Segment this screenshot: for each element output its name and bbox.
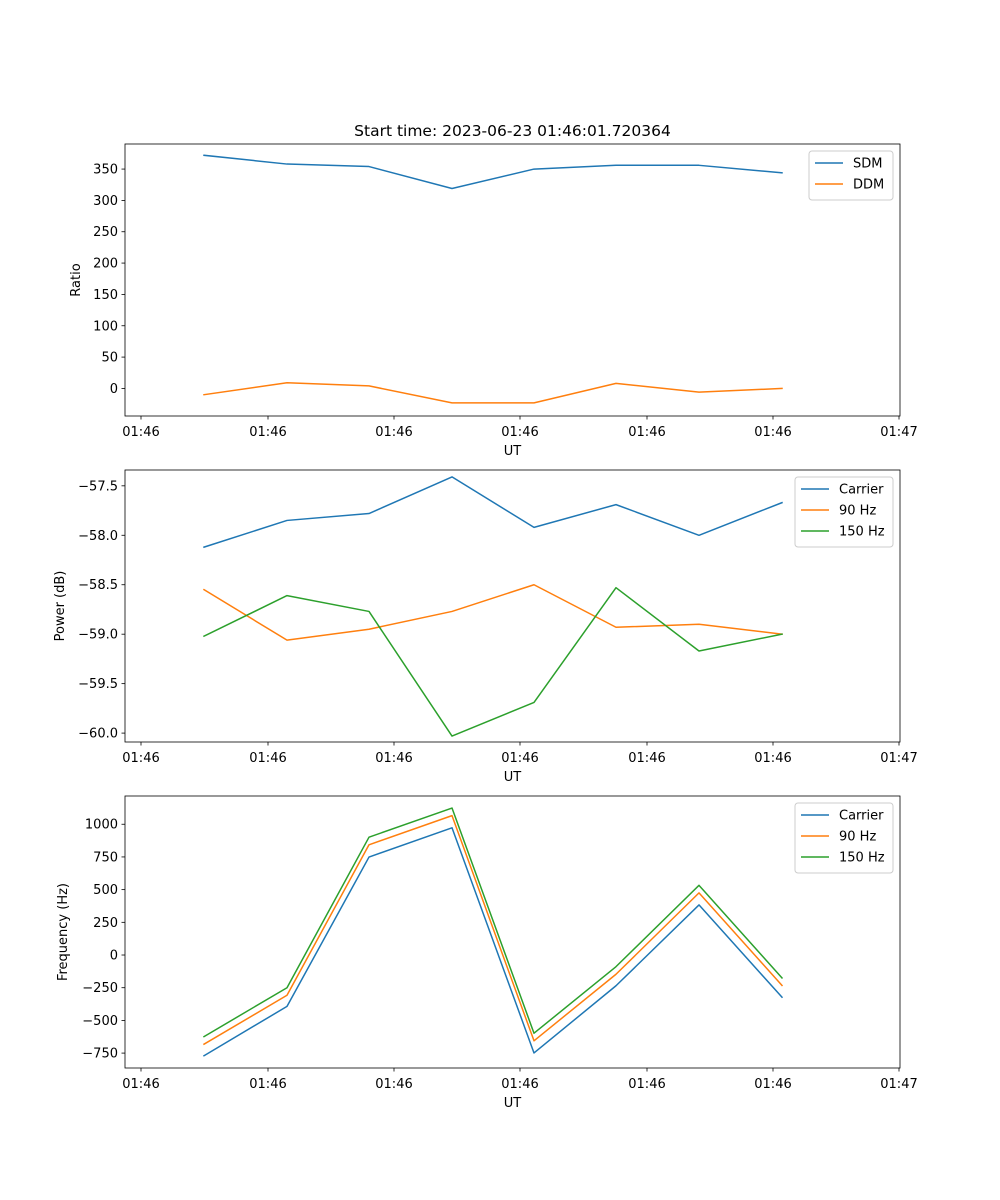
y-tick-label: 350 (93, 163, 118, 178)
x-axis-label: UT (504, 444, 522, 459)
plot-power: 01:46 01:46 01:46 01:46 01:46 01:46 01:47 −60.0… (53, 469, 918, 785)
x-tick-label: 01:46 (249, 1077, 286, 1092)
plot-frequency: 01:46 01:46 01:46 01:46 01:46 01:46 01:47 −750 −… (56, 795, 918, 1111)
legend-label: 150 Hz (839, 851, 885, 866)
y-tick-label: 150 (93, 288, 118, 303)
plot-ratio: 01:46 01:46 01:46 01:46 01:46 01:46 01:47 0 50 10… (69, 143, 918, 459)
legend-label: Carrier (839, 483, 884, 498)
x-tick-label: 01:46 (501, 751, 538, 766)
legend: Carrier 90 Hz 150 Hz (794, 802, 894, 874)
x-tick-label: 01:47 (880, 751, 917, 766)
y-tick-label: −250 (82, 981, 118, 996)
series-line-frequency-0 (202, 827, 784, 1057)
x-tick-label: 01:46 (754, 425, 791, 440)
y-tick-label: 100 (93, 319, 118, 334)
legend-label: SDM (853, 157, 882, 172)
series-line-power-1 (202, 583, 783, 641)
y-tick-label: 500 (93, 883, 118, 898)
series-line-ratio-0 (203, 154, 783, 190)
x-tick-label: 01:46 (375, 1077, 412, 1092)
x-tick-label: 01:46 (501, 425, 538, 440)
y-tick-label: 300 (93, 194, 118, 209)
x-tick-label: 01:46 (249, 751, 286, 766)
y-tick-label: −59.0 (78, 628, 118, 643)
y-axis-label: Power (dB) (53, 571, 68, 642)
x-tick-label: 01:46 (375, 425, 412, 440)
y-tick-label: 0 (110, 382, 118, 397)
y-tick-label: 250 (93, 225, 118, 240)
axes-frame (124, 469, 901, 743)
x-tick-label: 01:46 (754, 751, 791, 766)
x-tick-label: 01:46 (628, 1077, 665, 1092)
y-tick-label: −57.5 (78, 479, 118, 494)
y-tick-label: 50 (101, 351, 118, 366)
x-tick-label: 01:47 (880, 1077, 917, 1092)
legend-box (794, 802, 894, 874)
x-tick-label: 01:46 (501, 1077, 538, 1092)
chart-title: Start time: 2023-06-23 01:46:01.720364 (354, 122, 671, 140)
y-tick-label: −59.5 (78, 677, 118, 692)
y-tick-label: 750 (93, 850, 118, 865)
x-axis-label: UT (504, 770, 522, 785)
legend-label: 90 Hz (839, 830, 876, 845)
x-tick-label: 01:46 (375, 751, 412, 766)
y-tick-label: 200 (93, 257, 118, 272)
x-tick-label: 01:46 (628, 425, 665, 440)
y-tick-label: −500 (82, 1014, 118, 1029)
y-tick-label: −60.0 (78, 727, 118, 742)
legend: SDM DDM (808, 150, 894, 201)
axes-frame (124, 795, 901, 1069)
legend-label: Carrier (839, 809, 884, 824)
y-tick-label: 250 (93, 916, 118, 931)
series-line-frequency-2 (202, 807, 784, 1038)
y-axis-label: Ratio (69, 263, 84, 296)
legend-label: 150 Hz (839, 525, 885, 540)
x-axis-label: UT (504, 1096, 522, 1111)
y-tick-label: 0 (110, 949, 118, 964)
x-tick-label: 01:46 (754, 1077, 791, 1092)
x-tick-label: 01:46 (249, 425, 286, 440)
y-axis-label: Frequency (Hz) (56, 883, 71, 981)
series-line-power-0 (203, 476, 783, 549)
legend: Carrier 90 Hz 150 Hz (794, 476, 894, 548)
y-tick-label: −58.0 (78, 529, 118, 544)
x-tick-label: 01:46 (122, 751, 159, 766)
x-tick-label: 01:46 (628, 751, 665, 766)
legend-box (794, 476, 894, 548)
x-tick-label: 01:47 (880, 425, 917, 440)
series-line-ratio-1 (203, 382, 783, 404)
x-tick-label: 01:46 (122, 1077, 159, 1092)
series-line-power-2 (202, 586, 783, 737)
x-tick-label: 01:46 (122, 425, 159, 440)
axes-frame (124, 143, 901, 417)
legend-label: DDM (853, 178, 884, 193)
y-tick-label: 1000 (85, 818, 118, 833)
legend-label: 90 Hz (839, 504, 876, 519)
y-tick-label: −750 (82, 1047, 118, 1062)
y-tick-label: −58.5 (78, 578, 118, 593)
series-line-frequency-1 (202, 814, 784, 1046)
